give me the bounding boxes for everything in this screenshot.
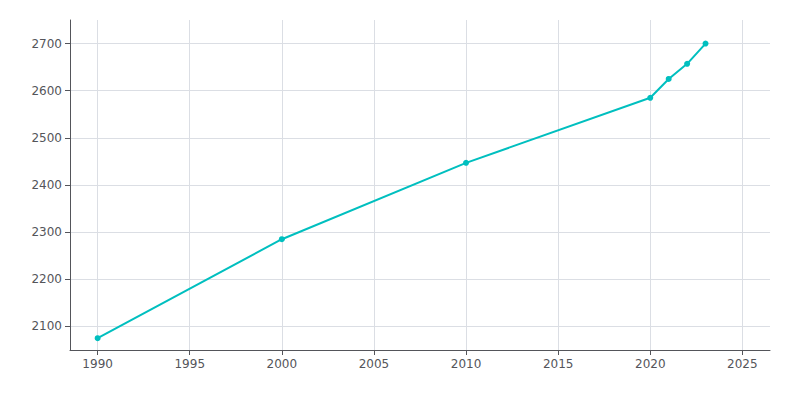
svg-text:2600: 2600 bbox=[31, 84, 62, 98]
svg-text:2300: 2300 bbox=[31, 225, 62, 239]
svg-text:1995: 1995 bbox=[174, 357, 205, 371]
svg-text:2020: 2020 bbox=[635, 357, 666, 371]
svg-text:2200: 2200 bbox=[31, 272, 62, 286]
svg-text:2700: 2700 bbox=[31, 37, 62, 51]
svg-text:2025: 2025 bbox=[727, 357, 758, 371]
svg-text:2010: 2010 bbox=[451, 357, 482, 371]
svg-text:2000: 2000 bbox=[267, 357, 298, 371]
svg-text:2015: 2015 bbox=[543, 357, 574, 371]
svg-text:2100: 2100 bbox=[31, 319, 62, 333]
svg-text:2005: 2005 bbox=[359, 357, 390, 371]
svg-text:2500: 2500 bbox=[31, 131, 62, 145]
svg-text:2400: 2400 bbox=[31, 178, 62, 192]
svg-text:1990: 1990 bbox=[82, 357, 113, 371]
